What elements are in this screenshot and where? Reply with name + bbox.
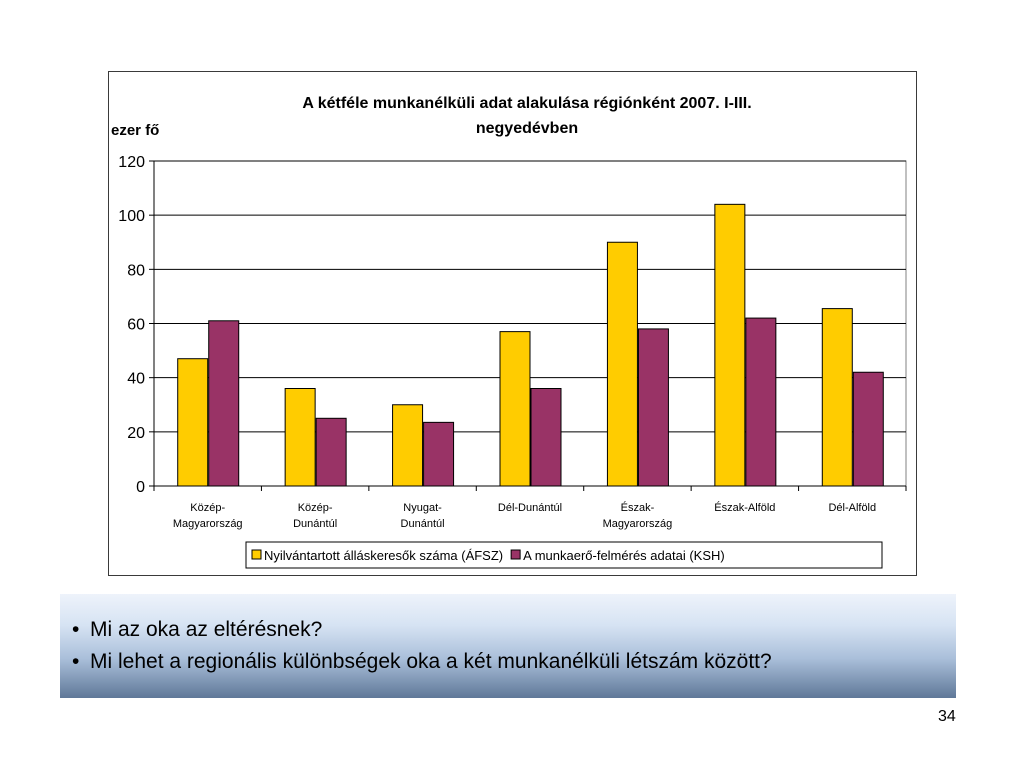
bullet-item: • Mi lehet a regionális különbségek oka a… <box>72 650 772 674</box>
x-tick-label: Magyarország <box>173 518 243 530</box>
page-number: 34 <box>938 708 956 725</box>
bar <box>606 241 638 487</box>
bar <box>530 388 562 487</box>
x-tick-label: Közép- <box>298 502 333 514</box>
chart-title: negyedévben <box>476 120 578 137</box>
x-tick-label: Magyarország <box>603 518 673 530</box>
bar <box>714 203 746 487</box>
y-tick-label: 20 <box>127 425 145 442</box>
bullet-dot: • <box>72 650 80 673</box>
x-tick-label: Nyugat- <box>403 502 442 514</box>
legend-label: A munkaerő-felmérés adatai (KSH) <box>523 548 725 563</box>
bullet-dot: • <box>72 618 80 641</box>
y-tick-label: 120 <box>118 154 145 171</box>
chart-frame: A kétféle munkanélküli adat alakulása ré… <box>108 71 917 576</box>
bar-chart: A kétféle munkanélküli adat alakulása ré… <box>111 95 907 569</box>
x-tick-label: Észak-Alföld <box>714 501 775 514</box>
legend-swatch <box>251 549 262 560</box>
bar <box>392 404 424 487</box>
bar <box>208 320 240 487</box>
bar <box>499 331 531 487</box>
bar <box>423 421 455 487</box>
x-tick-label: Észak- <box>621 501 655 514</box>
bullet-text: Mi lehet a regionális különbségek oka a … <box>90 650 772 673</box>
discussion-questions-box: • Mi az oka az eltérésnek? • Mi lehet a re… <box>60 594 956 698</box>
x-tick-label: Közép- <box>190 502 225 514</box>
y-tick-label: 0 <box>136 479 145 496</box>
bar <box>745 317 777 487</box>
bar <box>852 371 884 487</box>
y-tick-label: 40 <box>127 371 145 388</box>
x-tick-label: Dunántúl <box>401 518 445 530</box>
bar <box>821 308 853 487</box>
x-tick-label: Dél-Alföld <box>828 502 876 514</box>
bar <box>315 417 347 487</box>
y-tick-label: 80 <box>127 262 145 279</box>
legend-label: Nyilvántartott álláskeresők száma (ÁFSZ) <box>264 548 503 563</box>
bullet-item: • Mi az oka az eltérésnek? <box>72 618 322 642</box>
bar <box>284 388 316 487</box>
x-tick-label: Dél-Dunántúl <box>498 502 562 514</box>
x-tick-label: Dunántúl <box>293 518 337 530</box>
legend-swatch <box>510 549 521 560</box>
y-tick-label: 60 <box>127 317 145 334</box>
bar <box>637 328 669 487</box>
chart-title: A kétféle munkanélküli adat alakulása ré… <box>302 95 751 112</box>
legend-box <box>245 541 883 569</box>
bar <box>177 358 209 487</box>
y-tick-label: 100 <box>118 208 145 225</box>
y-axis-label: ezer fő <box>111 122 159 139</box>
bullet-text: Mi az oka az eltérésnek? <box>90 618 323 641</box>
